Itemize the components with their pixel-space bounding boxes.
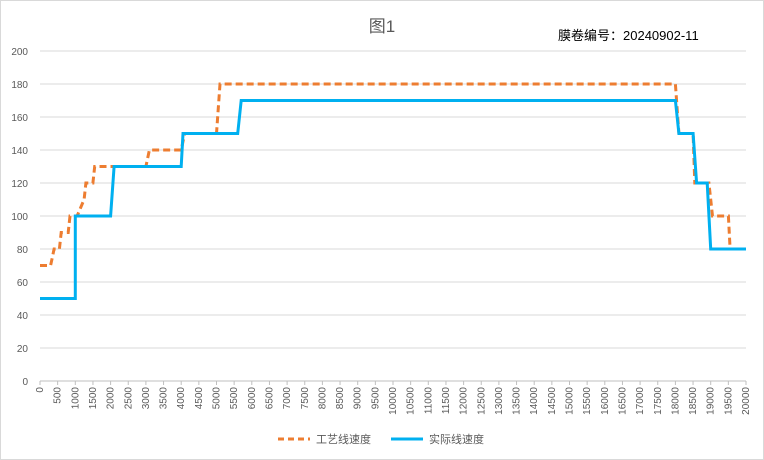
x-tick-label: 8500 [335,387,346,410]
y-tick-label: 120 [11,179,28,190]
x-tick-label: 19000 [706,387,717,415]
batch-annotation: 膜卷编号：20240902-11 [558,25,699,44]
x-tick-label: 14000 [529,387,540,415]
series-line [40,82,732,267]
x-tick-label: 12000 [459,387,470,415]
x-tick-label: 14500 [547,387,558,415]
x-axis-ticks: 0 500 1000 1500 2000 2500 3000 3500 4000 4500 5000… [35,381,752,415]
x-tick-label: 2500 [123,387,134,410]
x-tick-label: 13500 [512,387,523,415]
x-tick-label: 1500 [88,387,99,410]
x-tick-label: 3500 [159,387,170,410]
legend-label: 实际线速度 [429,432,484,446]
x-tick-label: 4000 [176,387,187,410]
y-tick-label: 60 [17,278,29,289]
x-tick-label: 16500 [617,387,628,415]
y-tick-label: 0 [22,377,28,388]
x-tick-label: 15500 [582,387,593,415]
x-tick-label: 2000 [106,387,117,410]
series-group [40,82,746,300]
x-tick-label: 8000 [317,387,328,410]
y-tick-label: 80 [17,245,29,256]
batch-value: 20240902-11 [623,28,699,43]
x-tick-label: 12500 [476,387,487,415]
x-tick-label: 18500 [688,387,699,415]
x-tick-label: 17500 [653,387,664,415]
x-tick-label: 4500 [194,387,205,410]
x-tick-label: 19500 [723,387,734,415]
x-tick-label: 10500 [406,387,417,415]
x-tick-label: 13000 [494,387,505,415]
x-tick-label: 9000 [353,387,364,410]
x-tick-label: 1000 [70,387,81,410]
y-tick-label: 40 [17,311,29,322]
legend: 工艺线速度 实际线速度 [278,432,484,446]
y-tick-label: 160 [11,113,28,124]
y-tick-label: 20 [17,344,29,355]
x-tick-label: 5500 [229,387,240,410]
y-tick-label: 200 [11,47,28,58]
series-line [40,99,746,300]
x-tick-label: 0 [35,387,46,393]
x-tick-label: 7000 [282,387,293,410]
y-axis-ticks: 0 20 40 60 80 100 120 140 160 180 200 [11,47,28,388]
x-tick-label: 20000 [741,387,752,415]
legend-label: 工艺线速度 [316,432,371,446]
x-tick-label: 3000 [141,387,152,410]
y-tick-label: 100 [11,212,28,223]
x-tick-label: 500 [53,387,64,404]
y-tick-label: 140 [11,146,28,157]
x-tick-label: 16000 [600,387,611,415]
batch-label: 膜卷编号： [558,28,624,43]
x-tick-label: 10000 [388,387,399,415]
x-tick-label: 6000 [247,387,258,410]
x-tick-label: 11000 [423,387,434,415]
x-tick-label: 11500 [441,387,452,415]
x-tick-label: 5000 [212,387,223,410]
x-tick-label: 18000 [670,387,681,415]
x-tick-label: 9500 [370,387,381,410]
x-tick-label: 6500 [264,387,275,410]
x-tick-label: 15000 [565,387,576,415]
chart-title: 图1 [368,17,396,36]
x-tick-label: 7500 [300,387,311,410]
x-tick-label: 17000 [635,387,646,415]
y-tick-label: 180 [11,80,28,91]
